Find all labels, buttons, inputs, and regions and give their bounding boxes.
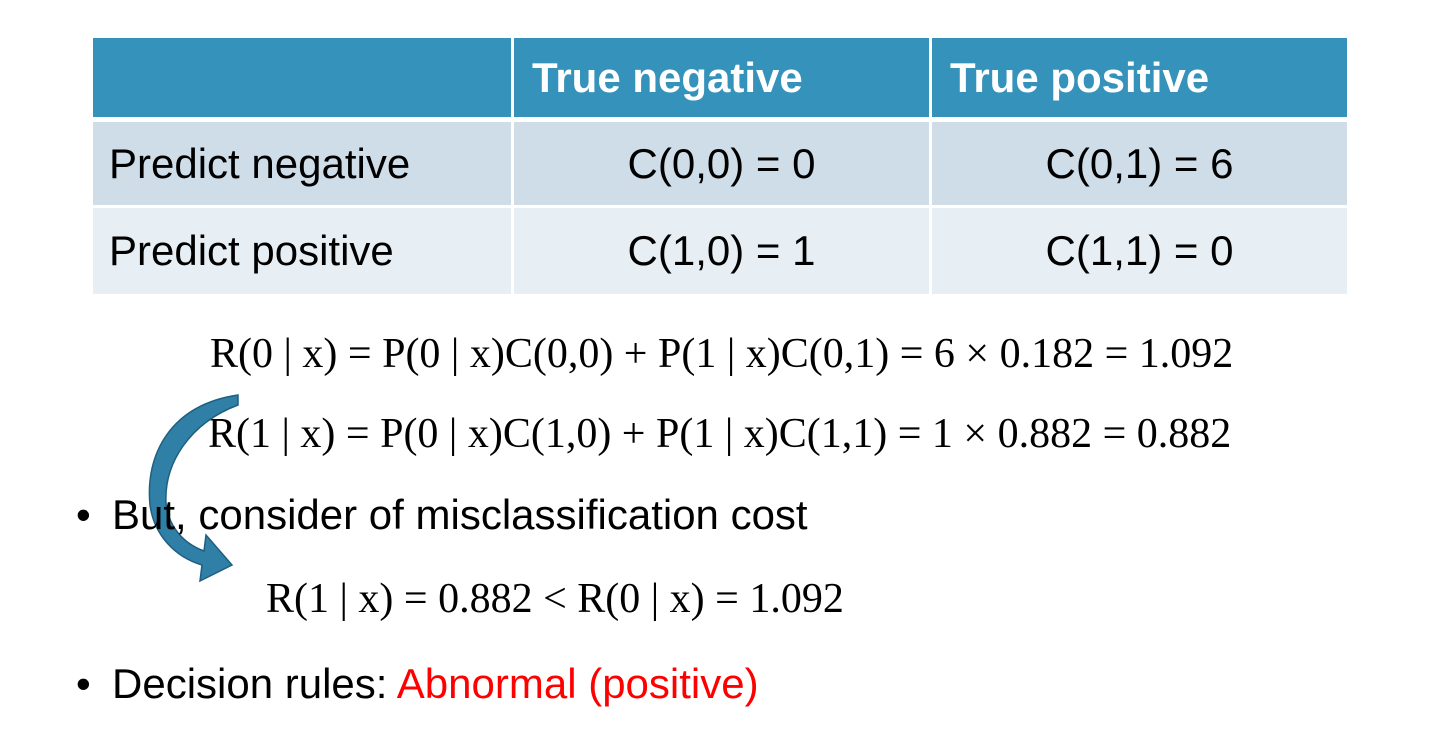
equation-risk-1: R(1 | x) = P(0 | x)C(1,0) + P(1 | x)C(1,… [208,411,1232,457]
cell-c00: C(0,0) = 0 [511,122,929,208]
cell-c10: C(1,0) = 1 [511,208,929,294]
header-true-positive: True positive [929,38,1347,122]
header-cell-empty [93,38,511,122]
row-label-predict-positive: Predict positive [93,208,511,294]
bullet-dot: • [76,660,91,707]
cell-c11: C(1,1) = 0 [929,208,1347,294]
bullet-decision-rules: • Decision rules: Abnormal (positive) [76,663,759,705]
table-row: Predict negative C(0,0) = 0 C(0,1) = 6 [93,122,1347,208]
decision-rules-label: Decision rules: [112,660,397,707]
cell-c01: C(0,1) = 6 [929,122,1347,208]
bullet-text: But, consider of misclassification cost [112,491,808,538]
table-header-row: True negative True positive [93,38,1347,122]
equation-comparison: R(1 | x) = 0.882 < R(0 | x) = 1.092 [266,576,844,622]
equation-risk-0: R(0 | x) = P(0 | x)C(0,0) + P(1 | x)C(0,… [210,331,1234,377]
bullet-misclassification-cost: • But, consider of misclassification cost [76,494,808,536]
bullet-dot: • [76,491,91,538]
cost-matrix-table: True negative True positive Predict nega… [93,38,1347,294]
decision-highlight: Abnormal (positive) [396,660,759,707]
row-label-predict-negative: Predict negative [93,122,511,208]
header-true-negative: True negative [511,38,929,122]
table-row: Predict positive C(1,0) = 1 C(1,1) = 0 [93,208,1347,294]
curved-arrow-icon [148,394,239,583]
